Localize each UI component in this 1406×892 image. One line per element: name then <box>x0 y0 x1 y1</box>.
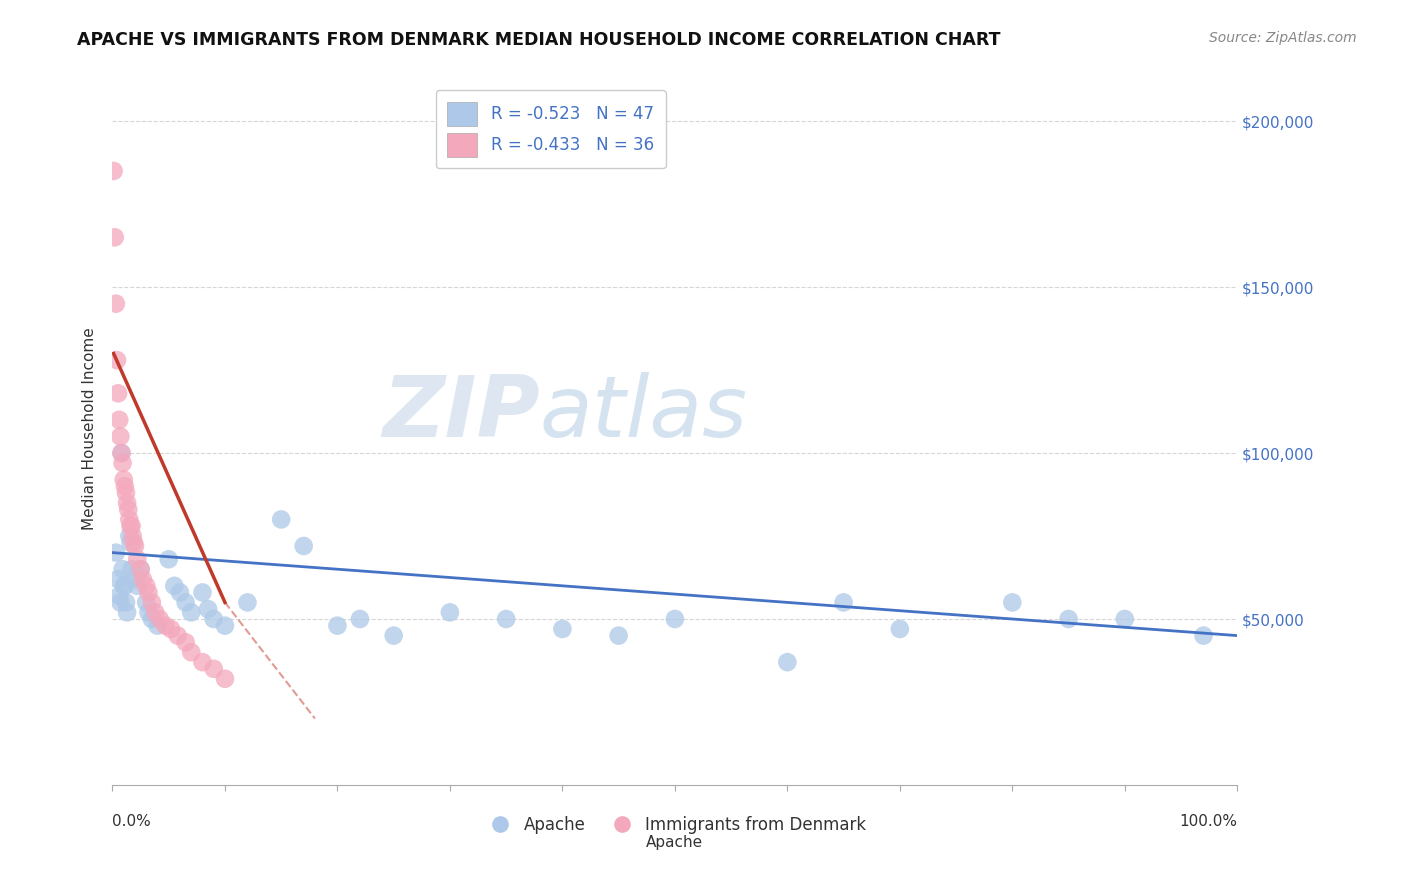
Point <box>155 618 177 632</box>
Point <box>143 606 166 620</box>
Point <box>108 413 131 427</box>
Point <box>112 473 135 487</box>
Point <box>214 672 236 686</box>
Point <box>776 655 799 669</box>
Point <box>120 535 142 549</box>
Point <box>107 572 129 586</box>
Point <box>114 479 136 493</box>
Point <box>111 456 134 470</box>
Point <box>115 595 138 609</box>
Point <box>111 562 134 576</box>
Point <box>1057 612 1080 626</box>
Point <box>202 612 225 626</box>
Point <box>197 602 219 616</box>
Point <box>129 562 152 576</box>
Point <box>664 612 686 626</box>
Point <box>141 595 163 609</box>
Point <box>127 552 149 566</box>
Point <box>110 595 132 609</box>
Point <box>1001 595 1024 609</box>
Point <box>104 296 127 310</box>
Text: APACHE VS IMMIGRANTS FROM DENMARK MEDIAN HOUSEHOLD INCOME CORRELATION CHART: APACHE VS IMMIGRANTS FROM DENMARK MEDIAN… <box>77 31 1001 49</box>
Point <box>160 622 183 636</box>
Point <box>124 572 146 586</box>
Point <box>166 629 188 643</box>
Point <box>169 585 191 599</box>
Legend: Apache, Immigrants from Denmark: Apache, Immigrants from Denmark <box>477 810 873 841</box>
Point <box>135 595 157 609</box>
Text: 100.0%: 100.0% <box>1180 814 1237 829</box>
Point <box>202 662 225 676</box>
Point <box>157 552 180 566</box>
Point <box>326 618 349 632</box>
Point <box>832 595 855 609</box>
Point <box>607 629 630 643</box>
Point <box>115 496 138 510</box>
Point <box>110 446 132 460</box>
Text: ZIP: ZIP <box>382 372 540 456</box>
Point <box>180 645 202 659</box>
Point <box>110 446 132 460</box>
Point <box>191 585 214 599</box>
Point <box>110 429 132 443</box>
Point <box>122 535 145 549</box>
Point <box>104 230 127 244</box>
Point <box>236 595 259 609</box>
Point <box>1114 612 1136 626</box>
Point <box>115 486 138 500</box>
Point <box>138 606 160 620</box>
Point <box>120 519 142 533</box>
Point <box>118 529 141 543</box>
Text: Apache: Apache <box>647 835 703 850</box>
Point <box>105 353 128 368</box>
Point <box>270 512 292 526</box>
Point <box>138 585 160 599</box>
Point <box>121 562 143 576</box>
Point <box>1192 629 1215 643</box>
Point <box>104 546 127 560</box>
Point <box>495 612 517 626</box>
Point <box>114 579 136 593</box>
Point <box>180 606 202 620</box>
Y-axis label: Median Household Income: Median Household Income <box>82 326 97 530</box>
Point <box>174 635 197 649</box>
Point <box>349 612 371 626</box>
Point <box>141 612 163 626</box>
Point <box>117 502 139 516</box>
Point <box>214 618 236 632</box>
Point <box>121 529 143 543</box>
Point <box>112 579 135 593</box>
Point <box>292 539 315 553</box>
Point <box>889 622 911 636</box>
Point <box>103 164 125 178</box>
Text: Source: ZipAtlas.com: Source: ZipAtlas.com <box>1209 31 1357 45</box>
Point <box>174 595 197 609</box>
Point <box>191 655 214 669</box>
Text: 0.0%: 0.0% <box>112 814 152 829</box>
Point <box>107 386 129 401</box>
Point <box>146 618 169 632</box>
Point <box>439 606 461 620</box>
Point <box>551 622 574 636</box>
Point <box>132 572 155 586</box>
Point <box>118 512 141 526</box>
Point <box>115 606 138 620</box>
Point <box>382 629 405 643</box>
Point <box>124 539 146 553</box>
Point <box>163 579 186 593</box>
Point <box>121 519 143 533</box>
Point <box>127 579 149 593</box>
Text: atlas: atlas <box>540 372 748 456</box>
Point <box>108 589 131 603</box>
Point <box>149 612 172 626</box>
Point <box>129 562 152 576</box>
Point <box>135 579 157 593</box>
